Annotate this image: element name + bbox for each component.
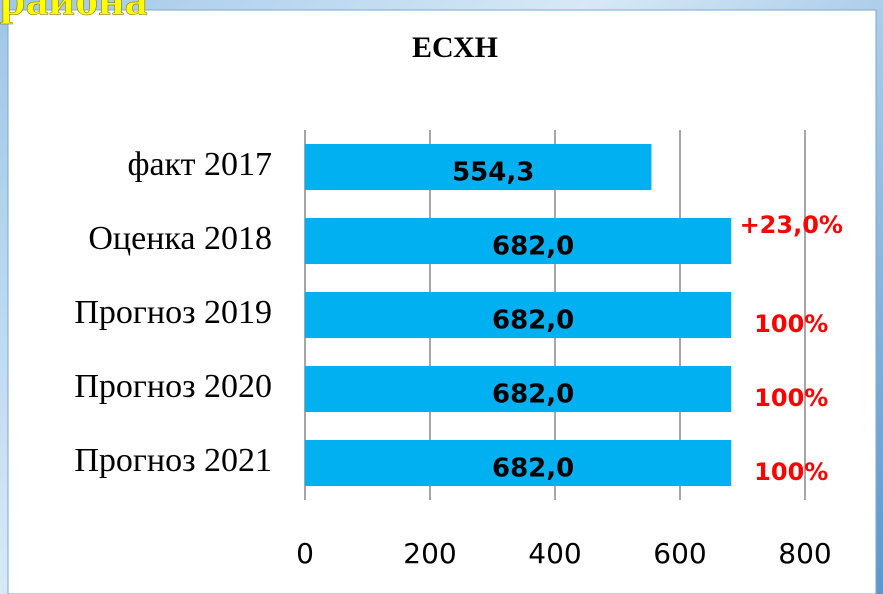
value-label: 682,0 bbox=[492, 454, 574, 484]
y-tick-label: Прогноз 2021 bbox=[74, 442, 272, 479]
slide-heading: района bbox=[0, 0, 148, 25]
annotation: 100% bbox=[754, 458, 828, 486]
bar bbox=[305, 440, 732, 486]
value-label: 682,0 bbox=[492, 306, 574, 336]
annotation: 100% bbox=[754, 310, 828, 338]
x-tick-label: 0 bbox=[296, 537, 314, 570]
annotation: +23,0% bbox=[740, 211, 843, 239]
x-tick-label: 600 bbox=[653, 537, 706, 570]
bar bbox=[305, 366, 732, 412]
y-tick-label: Оценка 2018 bbox=[88, 220, 272, 257]
chart-title: ЕСХН bbox=[412, 31, 498, 64]
bar bbox=[305, 218, 732, 264]
y-tick-label: факт 2017 bbox=[127, 146, 272, 183]
bar bbox=[305, 144, 652, 190]
annotation: 100% bbox=[754, 384, 828, 412]
value-label: 554,3 bbox=[452, 158, 534, 188]
y-tick-label: Прогноз 2019 bbox=[74, 294, 272, 331]
y-tick-label: Прогноз 2020 bbox=[74, 368, 272, 405]
x-tick-label: 200 bbox=[403, 537, 456, 570]
value-label: 682,0 bbox=[492, 232, 574, 262]
x-tick-label: 800 bbox=[778, 537, 831, 570]
x-tick-label: 400 bbox=[528, 537, 581, 570]
bar bbox=[305, 292, 732, 338]
value-label: 682,0 bbox=[492, 380, 574, 410]
